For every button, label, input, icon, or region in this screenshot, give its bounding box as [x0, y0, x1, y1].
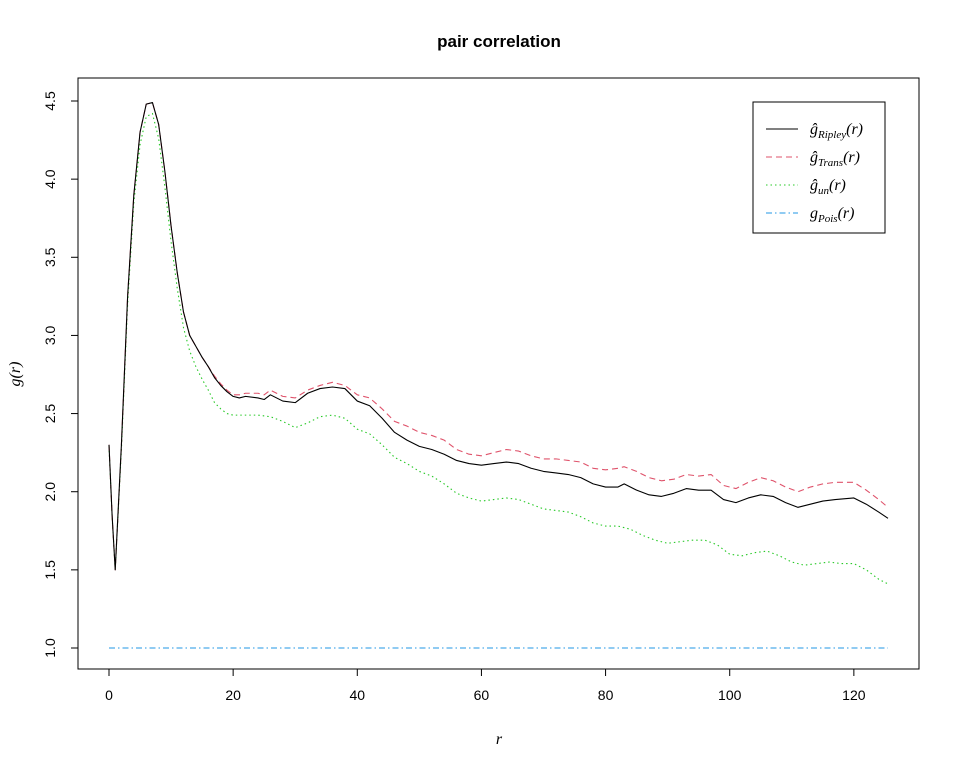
- legend-label: ĝRipley(r): [810, 121, 863, 141]
- series-line-3: [108, 112, 889, 585]
- y-tick-label: 3.5: [42, 247, 58, 267]
- y-tick-label: 3.0: [42, 325, 58, 345]
- y-tick-label: 2.0: [42, 482, 58, 502]
- x-tick-label: 40: [349, 687, 365, 703]
- x-tick-label: 80: [598, 687, 614, 703]
- y-tick-label: 2.5: [42, 404, 58, 424]
- x-tick-label: 100: [718, 687, 742, 703]
- x-axis: 0 20 40 60 80 100 120: [105, 668, 866, 703]
- legend-box: [752, 101, 886, 234]
- x-tick-label: 60: [474, 687, 490, 703]
- legend: ĝRipley(r) ĝTrans(r) ĝun(r) gPois(r): [752, 101, 886, 234]
- y-tick-label: 1.5: [42, 560, 58, 580]
- y-axis: 1.0 1.5 2.0 2.5 3.0 3.5 4.0 4.5: [42, 91, 79, 658]
- y-tick-label: 1.0: [42, 638, 58, 658]
- y-tick-label: 4.0: [42, 169, 58, 189]
- legend-label: ĝTrans(r): [810, 149, 860, 169]
- x-axis-label: r: [496, 731, 503, 748]
- x-tick-label: 20: [225, 687, 241, 703]
- chart-title: pair correlation: [437, 32, 561, 51]
- series-line-1: [108, 102, 889, 571]
- x-tick-label: 0: [105, 687, 113, 703]
- y-tick-label: 4.5: [42, 91, 58, 111]
- legend-label: ĝun(r): [810, 177, 846, 197]
- x-tick-label: 120: [842, 687, 866, 703]
- legend-label: gPois(r): [810, 205, 854, 225]
- series-layer: [108, 102, 889, 649]
- y-axis-label: g(r): [7, 362, 24, 387]
